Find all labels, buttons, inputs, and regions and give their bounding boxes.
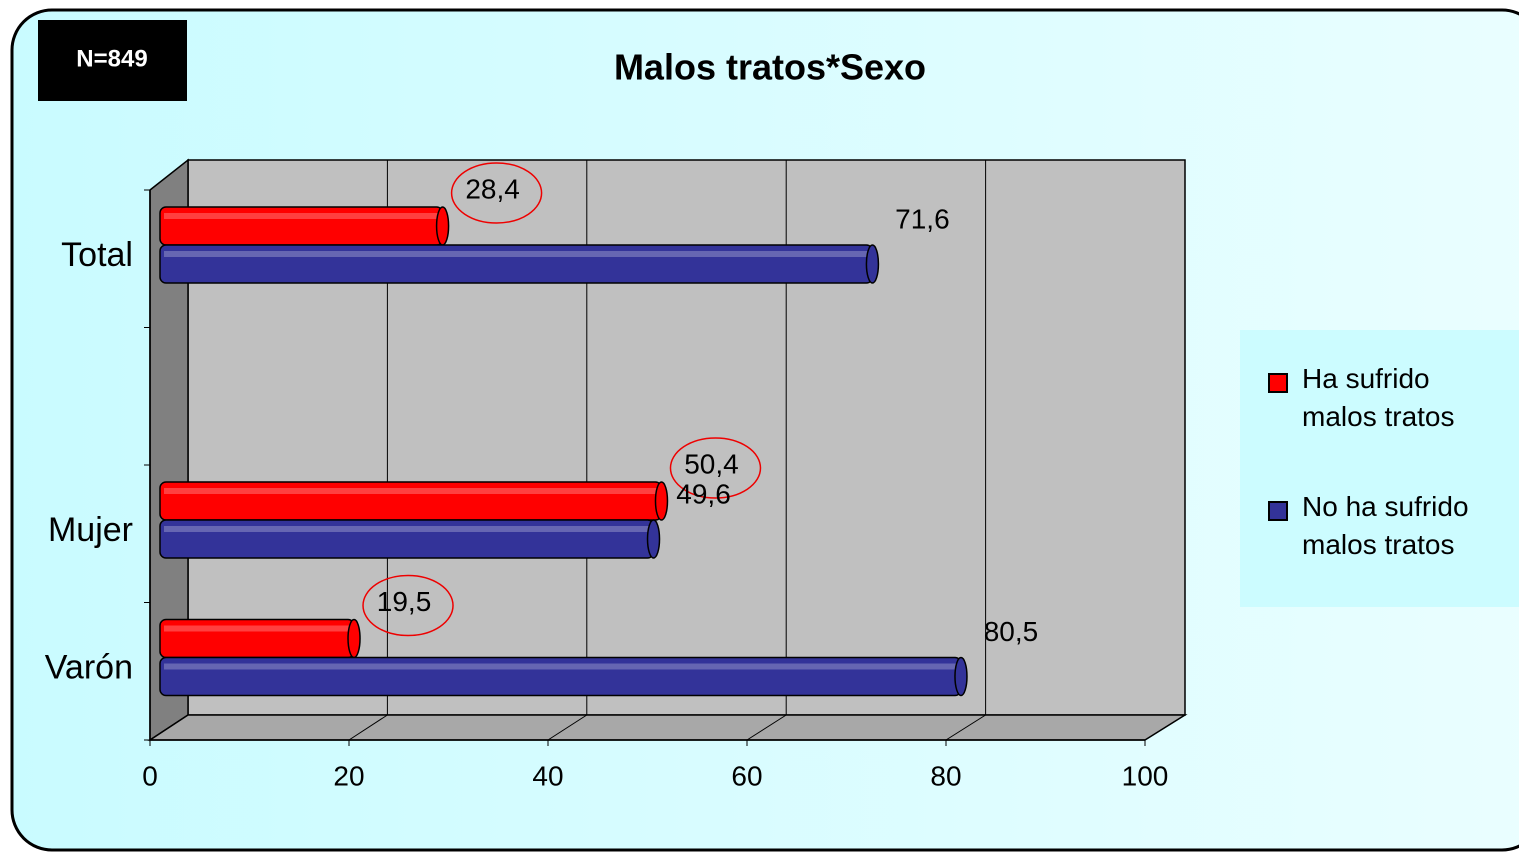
bar <box>159 656 962 697</box>
chart-title: Malos tratos*Sexo <box>614 47 926 88</box>
grid-line <box>547 714 588 741</box>
value-label: 28,4 <box>465 173 520 204</box>
x-tick-label: 20 <box>333 760 364 791</box>
grid-line <box>149 714 189 741</box>
x-tick-label: 60 <box>731 760 762 791</box>
y-tick-label: Mujer <box>48 511 133 549</box>
bar-cap <box>646 519 661 559</box>
bar-highlight <box>164 213 439 219</box>
value-label: 49,6 <box>676 478 731 509</box>
bar-highlight <box>164 625 351 632</box>
x-tick-label: 0 <box>142 760 158 791</box>
value-label: 80,5 <box>984 616 1039 647</box>
x-tick-label: 80 <box>930 760 961 791</box>
bar-highlight <box>164 663 957 670</box>
x-tick-label: 100 <box>1122 760 1169 791</box>
highlight-circle <box>450 162 543 224</box>
legend-label: Ha sufrido malos tratos <box>1302 363 1455 432</box>
bar-highlight <box>164 488 658 494</box>
grid-line <box>348 714 388 741</box>
legend-label: No ha sufrido malos tratos <box>1302 491 1469 560</box>
y-tick-label: Varón <box>45 648 133 686</box>
bar-highlight <box>164 251 869 257</box>
value-label: 19,5 <box>377 586 432 617</box>
bar <box>159 206 444 246</box>
legend-swatch <box>1268 501 1288 521</box>
floor <box>147 714 1188 741</box>
annotation: N=849 <box>76 45 147 72</box>
value-label: 50,4 <box>684 448 739 479</box>
x-tick-label: 40 <box>532 760 563 791</box>
legend-entry: No ha sufrido malos tratos <box>1268 488 1508 564</box>
grid-line <box>1144 714 1186 741</box>
bar <box>159 519 655 559</box>
legend: Ha sufrido malos tratos No ha sufrido mal… <box>1240 330 1519 607</box>
bar-cap <box>865 244 880 284</box>
highlight-circle <box>669 437 762 499</box>
highlight-circle <box>362 574 454 637</box>
grid-line <box>945 714 986 741</box>
grid-line <box>746 714 787 741</box>
bar-highlight <box>164 526 650 532</box>
bar-cap <box>654 481 669 521</box>
bar <box>159 481 663 521</box>
value-label: 71,6 <box>895 203 950 234</box>
y-tick-label: Total <box>61 236 133 274</box>
bar <box>159 618 355 659</box>
legend-swatch <box>1268 373 1288 393</box>
bar-cap <box>435 206 450 246</box>
legend-entry: Ha sufrido malos tratos <box>1268 360 1508 436</box>
bar-cap <box>347 618 361 659</box>
bar <box>159 244 874 284</box>
bar-cap <box>954 656 968 697</box>
annotation-box <box>38 20 187 101</box>
